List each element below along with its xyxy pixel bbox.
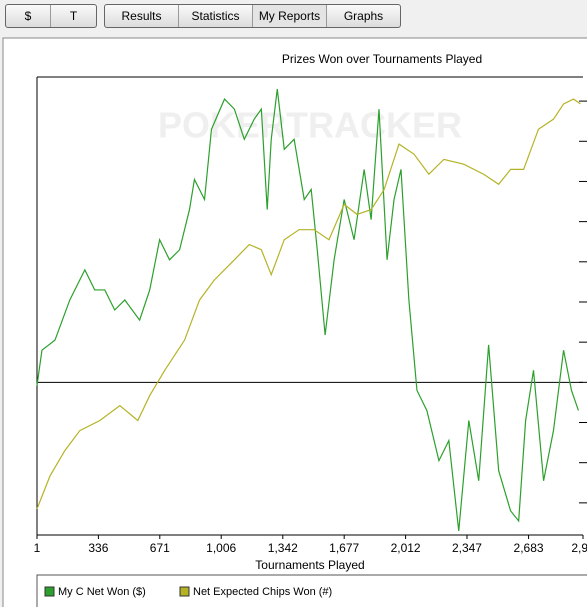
tab[interactable]: My Reports xyxy=(253,5,327,27)
x-tick-label: 336 xyxy=(88,541,108,555)
tab[interactable]: T xyxy=(69,9,78,23)
legend-label: My C Net Won ($) xyxy=(58,586,146,598)
x-axis-label: Tournaments Played xyxy=(255,558,364,572)
x-tick-label: 671 xyxy=(150,541,170,555)
x-tick-label: 2,012 xyxy=(391,541,421,555)
x-tick-label: 2,683 xyxy=(514,541,544,555)
x-tick-label: 1,342 xyxy=(268,541,298,555)
x-tick-label: 2,98 xyxy=(571,541,587,555)
chart-title: Prizes Won over Tournaments Played xyxy=(282,52,482,66)
tab[interactable]: $ xyxy=(6,5,51,27)
panel xyxy=(2,37,587,607)
x-tick-label: 1 xyxy=(34,541,41,555)
x-tick-label: 1,677 xyxy=(329,541,359,555)
x-tick-label: 2,347 xyxy=(452,541,482,555)
legend-label: Net Expected Chips Won (#) xyxy=(193,586,332,598)
legend-swatch xyxy=(44,586,55,597)
currency-toggle: $ T xyxy=(5,4,97,28)
series-line xyxy=(36,88,579,532)
legend xyxy=(36,574,587,607)
tab[interactable]: Statistics xyxy=(179,5,253,27)
tab[interactable]: Graphs xyxy=(343,9,384,23)
series-line xyxy=(36,98,581,510)
watermark: POKERTRACKER xyxy=(158,105,462,146)
x-tick-label: 1,006 xyxy=(206,541,236,555)
tab[interactable]: Results xyxy=(105,5,179,27)
report-tabs: Results Statistics My Reports Graphs xyxy=(104,4,401,28)
legend-swatch xyxy=(179,586,190,597)
